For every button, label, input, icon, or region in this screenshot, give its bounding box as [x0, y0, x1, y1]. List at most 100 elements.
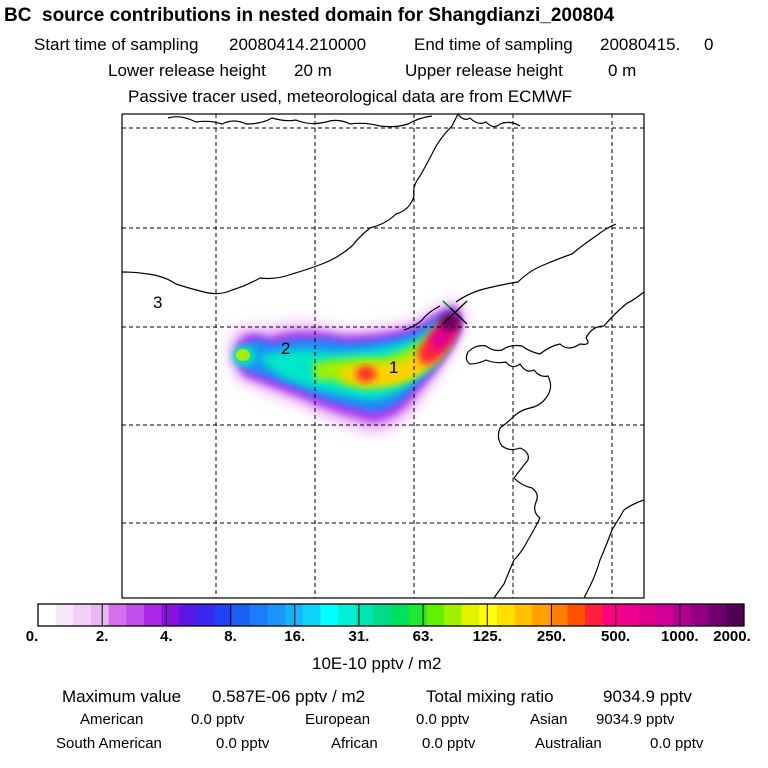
colorbar [37, 603, 745, 627]
map-label-1: 1 [389, 358, 398, 377]
total-mixing-label: Total mixing ratio [426, 687, 554, 706]
region-name: American [80, 711, 144, 728]
colorbar-swatch [38, 604, 57, 626]
colorbar-swatch [567, 604, 586, 626]
colorbar-swatch [514, 604, 533, 626]
colorbar-swatch [302, 604, 321, 626]
colorbar-unit: 10E-10 pptv / m2 [312, 654, 442, 673]
colorbar-tick-label: 4. [160, 628, 173, 645]
colorbar-swatch [461, 604, 480, 626]
colorbar-tick-label: 1000. [661, 628, 699, 645]
colorbar-swatch [355, 604, 374, 626]
region-value: 0.0 pptv [191, 711, 245, 728]
max-value-label: Maximum value [62, 687, 182, 706]
colorbar-swatch [496, 604, 516, 626]
map-boundaries [122, 114, 644, 598]
colorbar-swatch [585, 604, 604, 626]
tracer-note: Passive tracer used, meteorological data… [128, 87, 573, 106]
colorbar-swatch [320, 604, 339, 626]
upper-height-value: 0 m [608, 61, 637, 80]
border-line [455, 223, 617, 303]
end-time-label: End time of sampling [414, 35, 573, 54]
plume-core [440, 314, 460, 330]
colorbar-tick-label: 2000. [713, 628, 751, 645]
colorbar-swatch [126, 604, 145, 626]
colorbar-swatch [620, 604, 639, 626]
colorbar-tick-label: 31. [348, 628, 370, 645]
colorbar-swatch [443, 604, 463, 626]
region-name: Australian [535, 735, 602, 752]
grid [122, 114, 644, 598]
colorbar-swatch [338, 604, 357, 626]
region-value: 0.0 pptv [650, 735, 704, 752]
plume-red-spot [356, 366, 376, 382]
colorbar-swatch [285, 604, 304, 626]
region-name: South American [56, 735, 162, 752]
colorbar-tick-label: 16. [284, 628, 306, 645]
map-label-2: 2 [281, 339, 290, 358]
colorbar-tick-label: 250. [536, 628, 567, 645]
colorbar-swatch [161, 604, 180, 626]
colorbar-swatch [179, 604, 198, 626]
colorbar-swatch [726, 604, 745, 626]
colorbar-swatch [196, 604, 215, 626]
colorbar-swatch [143, 604, 163, 626]
colorbar-swatch [655, 604, 674, 626]
region-name: African [331, 735, 378, 752]
colorbar-swatch [479, 604, 498, 626]
colorbar-swatch [673, 604, 692, 626]
colorbar-swatch [532, 604, 551, 626]
colorbar-swatch [214, 604, 233, 626]
chart-title: BC source contributions in nested domain… [4, 5, 615, 26]
colorbar-swatch [267, 604, 286, 626]
coast-line [465, 291, 644, 598]
map-label-3: 3 [153, 293, 162, 312]
border-line [122, 114, 459, 295]
colorbar-tick-label: 500. [601, 628, 631, 645]
region-value: 0.0 pptv [416, 711, 470, 728]
colorbar-swatch [638, 604, 657, 626]
colorbar-swatch [232, 604, 251, 626]
colorbar-swatch [108, 604, 127, 626]
colorbar-swatch [90, 604, 110, 626]
region-name: European [305, 711, 371, 728]
colorbar-swatch [249, 604, 268, 626]
colorbar-swatch [55, 604, 74, 626]
start-time-value: 20080414.210000 [229, 35, 367, 54]
region-value: 9034.9 pptv [596, 711, 675, 728]
colorbar-swatch [391, 604, 410, 626]
colorbar-swatch [408, 604, 427, 626]
border-line [167, 115, 433, 128]
colorbar-swatch [426, 604, 445, 626]
end-time-value: 20080415. 0 [600, 35, 714, 54]
colorbar-swatch [708, 604, 727, 626]
plume-left-green [236, 349, 250, 361]
region-value: 0.0 pptv [422, 735, 476, 752]
colorbar-swatch [549, 604, 568, 626]
colorbar-swatch [73, 604, 92, 626]
colorbar-tick-label: 63. [412, 628, 434, 645]
total-mixing-value: 9034.9 pptv [603, 687, 692, 706]
upper-height-label: Upper release height [405, 61, 563, 80]
colorbar-tick-label: 8. [224, 628, 237, 645]
plume [230, 300, 464, 432]
plume-left-spot [314, 367, 330, 381]
colorbar-tick-label: 125. [472, 628, 502, 645]
colorbar-frame [37, 603, 745, 627]
border-line [457, 114, 521, 128]
region-name: Asian [530, 711, 568, 728]
coast-line [583, 499, 644, 598]
lower-height-value: 20 m [294, 61, 332, 80]
map-frame [121, 113, 645, 599]
max-value: 0.587E-06 pptv / m2 [212, 687, 366, 706]
start-time-label: Start time of sampling [34, 35, 199, 54]
colorbar-swatch [691, 604, 710, 626]
receptor-marker-accent [442, 300, 451, 309]
colorbar-swatch [373, 604, 392, 626]
colorbar-tick-label: 2. [95, 628, 109, 645]
colorbar-tick-label: 0. [25, 628, 39, 645]
region-value: 0.0 pptv [216, 735, 270, 752]
lower-height-label: Lower release height [108, 61, 266, 80]
colorbar-swatch [602, 604, 621, 626]
